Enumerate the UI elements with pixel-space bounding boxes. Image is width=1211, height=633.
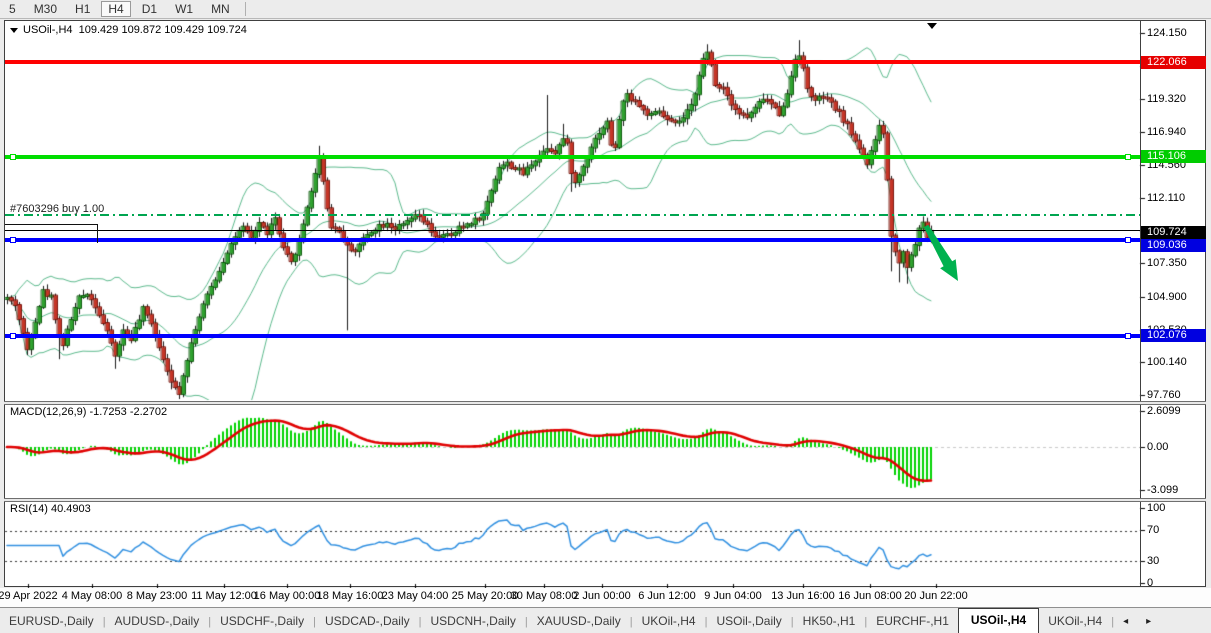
- tab-separator: |: [1111, 616, 1115, 628]
- tab-scroll-left-icon[interactable]: ◂: [1123, 616, 1129, 627]
- time-axis-label: 4 May 08:00: [61, 590, 123, 602]
- line-handle[interactable]: [1125, 154, 1131, 161]
- chart-tab-usdcnh-daily[interactable]: USDCNH-,Daily: [430, 614, 516, 628]
- line-handle[interactable]: [1125, 237, 1131, 244]
- price-axis-divider: [1140, 20, 1141, 587]
- price-badge: 102.076: [1141, 329, 1206, 342]
- price-axis-label: 100.140: [1147, 356, 1187, 369]
- macd-axis-label: 2.6099: [1147, 405, 1181, 417]
- annotation-line: [97, 224, 98, 243]
- time-axis-label: 25 May 20:00: [451, 590, 519, 602]
- horizontal-level-line[interactable]: [5, 238, 1140, 243]
- price-axis-label: 119.320: [1147, 93, 1186, 106]
- price-axis-label: 124.150: [1147, 27, 1187, 39]
- rsi-pane-splitter[interactable]: [4, 498, 1206, 502]
- rsi-axis-label: 70: [1147, 524, 1160, 536]
- horizontal-level-line[interactable]: [5, 155, 1140, 160]
- price-axis-label: 104.900: [1147, 291, 1187, 304]
- chart-tab-bar: EURUSD-,Daily | AUDUSD-,Daily | USDCHF-,Dail…: [0, 607, 1211, 633]
- price-badge: 109.036: [1141, 239, 1206, 252]
- tab-separator: |: [704, 616, 708, 628]
- tab-separator: |: [418, 616, 422, 628]
- price-axis-label: 112.110: [1147, 192, 1186, 205]
- tab-separator: |: [629, 616, 633, 628]
- symbol-dropdown-icon[interactable]: [10, 28, 18, 33]
- chart-title-ohlc: 109.429 109.872 109.429 109.724: [78, 24, 247, 36]
- time-axis: 29 Apr 2022 4 May 08:00 8 May 23:00 11 May …: [0, 588, 1211, 607]
- chart-tab-hk50-h1[interactable]: HK50-,H1: [802, 614, 856, 628]
- chart-tab-eurusd-daily[interactable]: EURUSD-,Daily: [9, 614, 94, 628]
- price-badge: 115.106: [1141, 150, 1206, 163]
- time-axis-label: 6 Jun 12:00: [638, 590, 696, 602]
- chart-tab-usoil-h4[interactable]: USOil-,H4: [957, 608, 1040, 633]
- chart-title-symbol: USOil-,H4: [23, 24, 73, 36]
- time-axis-label: 8 May 23:00: [126, 590, 188, 602]
- time-axis-label: 2 Jun 00:00: [573, 590, 631, 602]
- horizontal-level-line[interactable]: [5, 333, 1140, 338]
- line-handle[interactable]: [10, 332, 16, 339]
- time-axis-label: 29 Apr 2022: [0, 590, 58, 602]
- time-axis-label: 30 May 08:00: [510, 590, 578, 602]
- chart-tab-audusd-daily[interactable]: AUDUSD-,Daily: [114, 614, 200, 628]
- macd-axis-label: 0.00: [1147, 441, 1169, 453]
- line-handle[interactable]: [10, 237, 16, 244]
- trend-down-arrow[interactable]: [915, 218, 970, 288]
- tab-separator: |: [524, 616, 528, 628]
- line-handle[interactable]: [10, 154, 16, 161]
- tab-separator: |: [864, 616, 868, 628]
- horizontal-level-line[interactable]: [5, 59, 1140, 64]
- line-handle[interactable]: [1125, 332, 1131, 339]
- time-axis-label: 16 Jun 08:00: [838, 590, 902, 602]
- price-badge: 109.724: [1141, 226, 1206, 239]
- rsi-axis-label: 0: [1147, 577, 1154, 589]
- chart-shift-marker[interactable]: [927, 23, 937, 29]
- macd-indicator-label: MACD(12,26,9) -1.7253 -2.2702: [10, 406, 168, 418]
- rsi-axis-label: 100: [1147, 502, 1166, 514]
- chart-tab-usoil-daily[interactable]: USOil-,Daily: [716, 614, 782, 628]
- rsi-axis-label: 30: [1147, 555, 1160, 567]
- chart-tab-ukoil-h4[interactable]: UKOil-,H4: [1048, 614, 1103, 628]
- time-axis-label: 11 May 12:00: [191, 590, 257, 602]
- chart-tab-usdcad-daily[interactable]: USDCAD-,Daily: [324, 614, 410, 628]
- chart-tab-xauusd-daily[interactable]: XAUUSD-,Daily: [536, 614, 621, 628]
- price-axis-label: 97.760: [1147, 389, 1181, 401]
- chart-tab-ukoil-h4[interactable]: UKOil-,H4: [641, 614, 696, 628]
- tab-separator: |: [790, 616, 794, 628]
- time-axis-label: 9 Jun 04:00: [704, 590, 762, 602]
- time-axis-label: 20 Jun 22:00: [904, 590, 968, 602]
- annotation-line: [5, 224, 97, 225]
- time-axis-label: 18 May 16:00: [316, 590, 384, 602]
- chart-tab-eurchf-h1[interactable]: EURCHF-,H1: [876, 614, 949, 628]
- price-axis-label: 116.940: [1147, 125, 1186, 138]
- horizontal-level-line[interactable]: [5, 230, 1140, 232]
- tab-separator: |: [313, 616, 316, 628]
- order-open-price-line[interactable]: [5, 214, 1140, 217]
- tab-scroll-right-icon[interactable]: ▸: [1146, 616, 1152, 627]
- chart-tab-usdchf-daily[interactable]: USDCHF-,Daily: [220, 614, 305, 628]
- tab-separator: |: [102, 616, 106, 628]
- macd-axis-label: -3.099: [1147, 484, 1179, 496]
- time-axis-label: 23 May 04:00: [381, 590, 449, 602]
- tab-separator: |: [208, 616, 212, 628]
- time-axis-label: 16 May 00:00: [253, 590, 321, 602]
- price-axis-label: 107.350: [1147, 257, 1187, 270]
- buy-order-label[interactable]: #7603296 buy 1.00: [10, 203, 105, 215]
- rsi-indicator-label: RSI(14) 40.4903: [10, 503, 91, 515]
- time-axis-label: 13 Jun 16:00: [771, 590, 835, 602]
- price-badge: 122.066: [1141, 56, 1206, 69]
- macd-pane-splitter[interactable]: [4, 401, 1206, 405]
- chart-title: USOil-,H4 109.429 109.872 109.429 109.72…: [10, 24, 247, 36]
